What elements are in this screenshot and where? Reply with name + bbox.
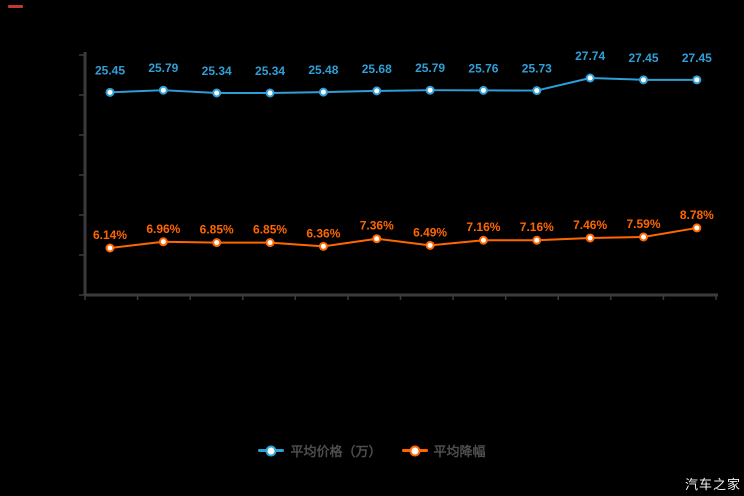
line-marker-icon xyxy=(401,445,428,456)
data-label: 6.36% xyxy=(306,226,340,240)
data-point[interactable] xyxy=(158,85,168,95)
legend-label-avg-price: 平均价格（万） xyxy=(290,444,382,459)
data-label: 6.14% xyxy=(93,228,127,242)
data-label: 25.73 xyxy=(522,62,552,76)
data-label: 25.76 xyxy=(468,61,498,75)
data-point[interactable] xyxy=(212,238,222,248)
data-point[interactable] xyxy=(639,232,648,242)
data-label: 7.16% xyxy=(520,220,554,234)
dot-icon xyxy=(409,445,420,456)
data-label: 7.16% xyxy=(466,220,500,234)
data-label: 6.85% xyxy=(253,223,287,237)
data-label: 25.68 xyxy=(362,62,392,76)
data-point[interactable] xyxy=(478,85,488,95)
data-point[interactable] xyxy=(265,238,275,248)
series-line-avg-discount xyxy=(109,226,698,249)
data-point[interactable] xyxy=(425,240,435,250)
data-point[interactable] xyxy=(372,86,382,96)
line-marker-icon xyxy=(258,445,285,456)
data-point[interactable] xyxy=(318,241,328,251)
data-point[interactable] xyxy=(425,85,435,95)
data-label: 7.36% xyxy=(360,219,394,233)
data-label: 6.85% xyxy=(200,223,234,237)
data-label: 6.96% xyxy=(146,222,180,236)
data-label: 25.34 xyxy=(255,64,285,78)
data-point[interactable] xyxy=(585,233,595,243)
data-point[interactable] xyxy=(585,73,595,83)
data-label: 8.78% xyxy=(680,208,714,222)
data-point[interactable] xyxy=(639,75,648,85)
data-point[interactable] xyxy=(692,223,702,233)
data-point[interactable] xyxy=(532,86,542,96)
legend-label-avg-discount: 平均降幅 xyxy=(433,444,486,459)
data-label: 25.34 xyxy=(202,64,232,78)
data-point[interactable] xyxy=(532,235,542,245)
line-chart: 25.45 25.79 25.34 25.34 25.48 25.68 25.79 25.76… xyxy=(79,49,718,300)
data-label: 27.74 xyxy=(575,49,605,63)
data-label: 7.46% xyxy=(573,218,607,232)
data-label: 6.49% xyxy=(413,225,447,239)
data-point[interactable] xyxy=(105,87,115,97)
data-point[interactable] xyxy=(692,75,702,85)
top-left-mark xyxy=(8,5,23,8)
data-label: 25.79 xyxy=(148,61,178,75)
data-point[interactable] xyxy=(158,237,168,247)
data-point[interactable] xyxy=(318,87,328,97)
data-point[interactable] xyxy=(265,88,275,98)
legend-item-avg-price[interactable]: 平均价格（万） xyxy=(258,441,382,460)
data-label: 25.48 xyxy=(308,63,338,77)
data-point[interactable] xyxy=(105,243,115,253)
data-label: 27.45 xyxy=(682,51,712,65)
data-label: 25.79 xyxy=(415,61,445,75)
chart-legend: 平均价格（万） 平均降幅 xyxy=(0,441,744,460)
series-line-avg-price xyxy=(109,77,697,94)
data-point[interactable] xyxy=(372,234,382,244)
dot-icon xyxy=(265,445,277,456)
data-point[interactable] xyxy=(478,235,488,245)
legend-item-avg-discount[interactable]: 平均降幅 xyxy=(401,441,486,460)
data-label: 7.59% xyxy=(626,217,660,231)
data-point[interactable] xyxy=(212,88,222,98)
data-label: 27.45 xyxy=(628,51,658,65)
watermark-autohome: 汽车之家 xyxy=(684,477,741,492)
data-label: 25.45 xyxy=(95,63,125,77)
